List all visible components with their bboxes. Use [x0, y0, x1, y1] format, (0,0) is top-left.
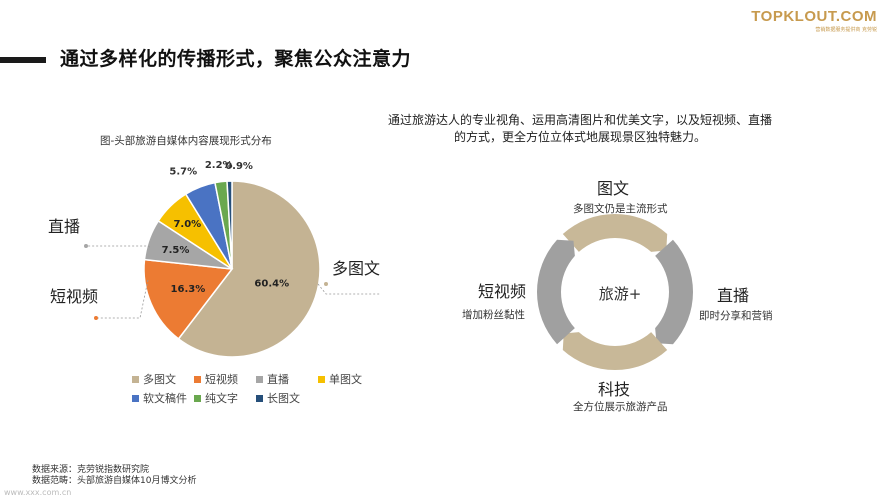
cycle-bottom-title: 科技: [598, 380, 631, 399]
logo-text: TOPKLOUT.COM: [751, 8, 877, 25]
cycle-top-subtitle: 多图文仍是主流形式: [573, 203, 668, 215]
data-source-line-2: 数据范畴：头部旅游自媒体10月博文分析: [32, 476, 197, 486]
legend-swatch: [194, 375, 201, 383]
description-line-1: 通过旅游达人的专业视角、运用高清图片和优美文字，以及短视频、直播: [387, 113, 772, 127]
page-title: 通过多样化的传播形式，聚焦公众注意力: [60, 48, 412, 70]
callout-label: 短视频: [50, 287, 98, 306]
pie-value-label: 0.9%: [225, 161, 253, 172]
pie-value-label: 16.3%: [171, 284, 206, 295]
legend-swatch: [132, 375, 139, 383]
legend-swatch: [256, 394, 263, 402]
legend-label: 单图文: [329, 373, 362, 386]
cycle-center-label: 旅游+: [598, 285, 642, 303]
callout-dot: [324, 282, 328, 286]
legend-label: 短视频: [205, 373, 238, 386]
legend-swatch: [132, 394, 139, 402]
cycle-right-title: 直播: [717, 286, 750, 305]
legend-label: 长图文: [267, 392, 300, 405]
cycle-diagram: [537, 214, 693, 370]
cycle-left-subtitle: 增加粉丝黏性: [462, 309, 525, 321]
legend-swatch: [318, 375, 325, 383]
legend-item: 长图文: [256, 390, 318, 406]
brand-logo: TOPKLOUT.COM 营销数据服务提供商 克劳锐: [751, 8, 877, 33]
legend-item: 纯文字: [194, 390, 256, 406]
cycle-arc-right: [655, 239, 693, 345]
pie-value-label: 7.0%: [173, 219, 201, 230]
legend-label: 直播: [267, 373, 289, 386]
pie-slice-2: [143, 258, 234, 340]
callout-leader-line: [317, 283, 380, 295]
cycle-arc-left: [537, 239, 575, 345]
data-source: 数据来源：克劳锐指数研究院 数据范畴：头部旅游自媒体10月博文分析: [32, 465, 196, 487]
footer-url: www.xxx.com.cn: [4, 488, 72, 497]
cycle-bottom-subtitle: 全方位展示旅游产品: [573, 401, 668, 413]
cycle-left-title: 短视频: [478, 282, 527, 301]
pie-slice-1: [177, 180, 321, 358]
chart-title: 图-头部旅游自媒体内容展现形式分布: [100, 135, 272, 147]
pie-value-label: 7.5%: [162, 245, 190, 256]
legend-swatch: [194, 394, 201, 402]
legend-item: 软文稿件: [132, 390, 194, 406]
cycle-arc-top: [562, 214, 668, 252]
logo-subtext: 营销数据服务提供商 克劳锐: [815, 27, 877, 33]
legend-item: 直播: [256, 371, 318, 387]
legend-label: 软文稿件: [143, 392, 187, 405]
legend-item: 多图文: [132, 371, 194, 387]
legend-item: 短视频: [194, 371, 256, 387]
callout-label: 多图文: [332, 259, 380, 278]
pie-value-label: 2.2%: [205, 160, 233, 171]
cycle-arc-bottom: [562, 332, 668, 370]
callout-leader-line: [86, 245, 151, 248]
cycle-top-title: 图文: [597, 179, 630, 198]
pie-value-label: 60.4%: [254, 278, 289, 289]
callout-label: 直播: [48, 217, 80, 236]
pie-slice-7: [226, 180, 233, 270]
data-source-line-1: 数据来源：克劳锐指数研究院: [32, 465, 150, 475]
legend-label: 多图文: [143, 373, 176, 386]
callout-dot: [84, 244, 88, 248]
legend-item: 单图文: [318, 371, 380, 387]
legend-swatch: [256, 375, 263, 383]
pie-value-label: 5.7%: [169, 166, 197, 177]
cycle-right-subtitle: 即时分享和营销: [699, 310, 773, 322]
chart-legend: 多图文 短视频 直播 单图文 软文稿件 纯文字 长图文: [132, 371, 392, 409]
description-line-2: 的方式，更全方位立体式地展现景区独特魅力。: [453, 130, 706, 144]
description: 通过旅游达人的专业视角、运用高清图片和优美文字，以及短视频、直播 的方式，更全方…: [370, 112, 790, 146]
callout-dot: [94, 316, 98, 320]
title-accent-bar: [0, 57, 46, 63]
callout-leader-line: [96, 279, 149, 319]
legend-label: 纯文字: [205, 392, 238, 405]
